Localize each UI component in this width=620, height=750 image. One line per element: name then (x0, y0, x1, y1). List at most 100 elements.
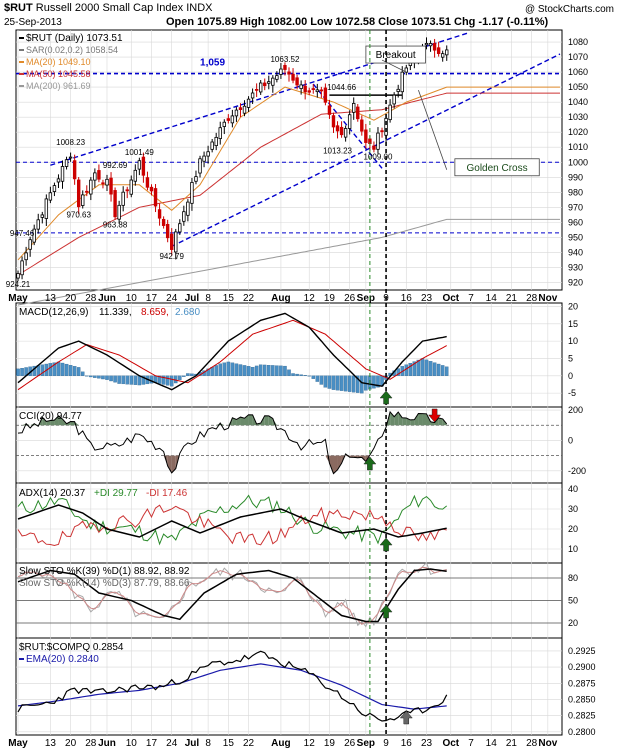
panel-frame-cci (15, 406, 563, 484)
candle-body (352, 103, 356, 113)
macd-histogram-bar (311, 375, 316, 379)
price-axis-tick-label: 1060 (568, 67, 588, 77)
price-annotation: 947.46 (10, 229, 35, 238)
x-axis-label: 28 (85, 293, 97, 304)
macd-histogram-bar (440, 365, 445, 376)
price-axis-tick-label: 950 (568, 232, 583, 242)
x-axis-label: 26 (344, 293, 356, 304)
candle-body (275, 75, 279, 80)
x-axis-label: 7 (468, 293, 474, 304)
x-axis-label: 24 (166, 738, 178, 749)
macd-histogram-bar (52, 362, 57, 376)
macd-histogram-bar (444, 366, 449, 376)
ratio-axis-tick-label: 0.2900 (568, 662, 596, 672)
macd-histogram-bar (16, 368, 20, 376)
macd-axis-tick-label: 0 (568, 371, 573, 381)
macd-axis-tick-label: 20 (568, 301, 578, 311)
minus-di-value: -DI 17.46 (146, 488, 188, 499)
candle-body (436, 47, 441, 54)
x-axis-label: 16 (401, 293, 413, 304)
candle-body (319, 89, 324, 92)
candle-body (206, 151, 210, 157)
x-axis-label: 7 (468, 738, 474, 749)
x-axis-label: 28 (526, 293, 538, 304)
candle-body (238, 107, 243, 110)
macd-histogram-bar (420, 358, 425, 376)
price-axis-tick-label: 1010 (568, 142, 588, 152)
candle-body (246, 98, 251, 108)
macd-histogram-bar (234, 363, 239, 376)
macd-histogram-bar (275, 365, 279, 376)
macd-histogram-bar (157, 375, 162, 384)
quote-summary: Open 1075.89 High 1082.00 Low 1072.58 Cl… (166, 16, 549, 28)
candle-body (242, 105, 247, 114)
cci-extreme-fill (329, 455, 334, 474)
macd-histogram-bar (262, 364, 267, 376)
sto-title-1: Slow STO %K(39) %D(1) 88.92, 88.92 (19, 566, 190, 577)
macd-histogram-bar (56, 361, 61, 376)
candle-body (137, 160, 142, 170)
x-axis-label: 13 (45, 738, 57, 749)
macd-histogram-bar (254, 365, 259, 376)
price-legend-item: SAR(0.02,0.2) 1058.54 (26, 45, 118, 55)
macd-histogram-bar (339, 375, 344, 391)
ratio-axis-tick-label: 0.2925 (568, 646, 596, 656)
x-axis-label: Sep (357, 738, 375, 749)
ratio-axis-tick-label: 0.2800 (568, 727, 596, 737)
x-axis-label: May (8, 293, 28, 304)
candle-body (48, 192, 53, 201)
candle-body (16, 273, 20, 279)
macd-histogram-bar (242, 365, 247, 376)
sto14-d-line (17, 566, 447, 626)
ema20-line (17, 663, 447, 710)
candle-body (315, 89, 320, 93)
macd-histogram-bar (226, 361, 231, 376)
candle-body (52, 185, 57, 192)
candle-body (230, 115, 235, 124)
chart-date: 25-Sep-2013 (4, 17, 62, 28)
candle-body (125, 189, 129, 192)
price-axis-tick-label: 920 (568, 277, 583, 287)
x-axis-label: 19 (324, 293, 336, 304)
x-axis-label: 16 (401, 738, 413, 749)
candle-body (153, 188, 158, 207)
macd-histogram-bar (68, 365, 73, 376)
x-axis-label: 20 (65, 293, 77, 304)
macd-histogram-bar (125, 375, 129, 385)
ratio-axis-tick-label: 0.2825 (568, 711, 596, 721)
candle-body (307, 90, 311, 93)
macd-histogram-bar (323, 375, 328, 388)
candle-body (109, 177, 113, 195)
x-axis-label: 20 (65, 738, 77, 749)
cci-extreme-fill (167, 455, 172, 473)
macd-histogram-bar (89, 375, 93, 378)
macd-histogram-bar (186, 373, 190, 376)
x-axis-label: 21 (506, 738, 518, 749)
sto-axis-tick-label: 20 (568, 618, 578, 628)
candle-body (258, 82, 263, 93)
candle-body (113, 190, 117, 218)
candle-body (428, 43, 433, 47)
ema-title: EMA(20) 0.2840 (26, 654, 99, 665)
macd-histogram-bar (93, 375, 97, 378)
candle-body (194, 176, 198, 182)
cci-extreme-fill (333, 455, 338, 474)
cci-extreme-fill (394, 412, 399, 426)
candle-body (226, 118, 231, 121)
x-axis-label: 8 (205, 738, 211, 749)
candle-body (250, 92, 255, 99)
candle-body (343, 128, 348, 138)
candle-body (24, 252, 28, 261)
macd-histogram-bar (335, 375, 340, 391)
cci-title: CCI(20) 94.77 (19, 411, 82, 422)
cci-extreme-fill (232, 417, 237, 426)
candle-body (105, 178, 109, 186)
candle-body (89, 179, 93, 195)
x-axis-label: Aug (271, 293, 290, 304)
ratio-title: $RUT:$COMPQ 0.2854 (19, 642, 124, 653)
candle-body (93, 172, 97, 181)
candle-body (347, 114, 352, 129)
candle-body (360, 119, 364, 132)
macd-histogram-bar (291, 373, 295, 376)
candle-body (129, 179, 133, 195)
